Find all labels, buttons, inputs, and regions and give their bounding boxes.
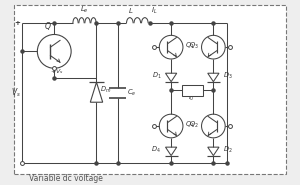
Text: +: + [14,20,20,26]
Text: $D_m$: $D_m$ [100,85,111,95]
Text: $D_4$: $D_4$ [152,145,161,155]
Text: $V_s$: $V_s$ [11,87,21,99]
Text: Q: Q [44,21,50,31]
Text: $D_2$: $D_2$ [223,145,233,155]
Text: $i_0$: $i_0$ [188,93,194,103]
Text: $C_e$: $C_e$ [128,88,137,98]
Text: $L_e$: $L_e$ [80,5,89,15]
Text: $D_3$: $D_3$ [223,71,233,81]
Text: $L$: $L$ [128,6,133,15]
Text: $I_L$: $I_L$ [151,6,157,16]
Text: Load: Load [184,87,200,93]
Text: $Q_4$: $Q_4$ [184,120,194,130]
FancyBboxPatch shape [14,5,286,174]
Text: $+V_s$: $+V_s$ [50,67,64,76]
Text: $Q_3$: $Q_3$ [189,41,199,51]
Text: $Q_2$: $Q_2$ [189,120,199,130]
Text: $Q_1$: $Q_1$ [184,41,194,51]
FancyBboxPatch shape [182,85,203,96]
Text: $D_1$: $D_1$ [152,71,161,81]
Text: Variable dc voltage: Variable dc voltage [28,174,103,183]
